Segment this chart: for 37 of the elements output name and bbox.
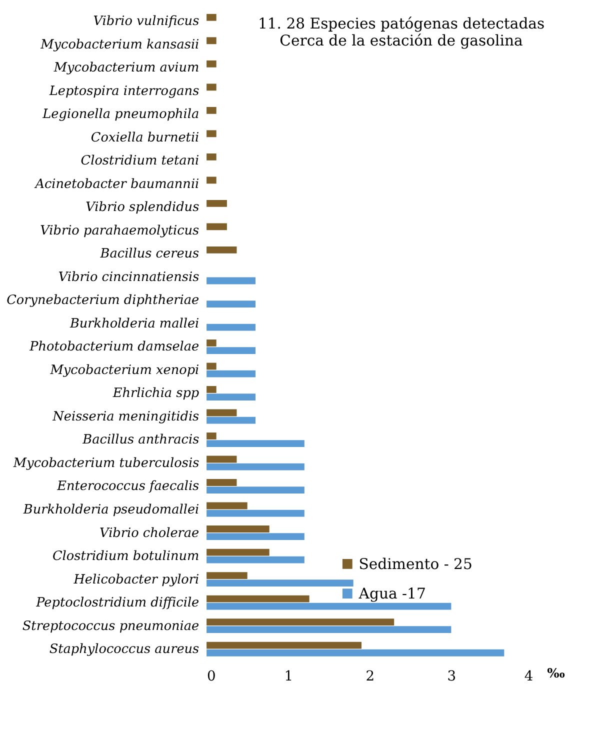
y-tick-label: Clostridium tetani: [80, 154, 200, 169]
x-tick-label: 3: [447, 668, 456, 685]
y-tick-label: Mycobacterium avium: [52, 60, 200, 76]
y-tick-label: Vibrio parahaemolyticus: [40, 223, 200, 238]
x-tick-label: 1: [284, 668, 294, 685]
y-tick-label: Leptospira interrogans: [48, 84, 200, 99]
y-tick-label: Vibrio vulnificus: [93, 14, 200, 30]
legend-label: Sedimento - 25: [358, 556, 472, 573]
y-tick-label: Photobacterium damselae: [28, 340, 200, 355]
y-tick-label: Ehrlichia spp: [112, 386, 200, 402]
text: 11. 28 Especies patógenas detectadas Cerca de la estación de gasolina: [258, 16, 545, 50]
x-axis-title: ‰: [547, 666, 566, 682]
y-tick-label: Corynebacterium diphtheriae: [6, 293, 200, 308]
x-tick-label: 2: [366, 668, 375, 685]
y-tick-label: Enterococcus faecalis: [56, 479, 200, 494]
x-tick-label: 0: [207, 668, 216, 685]
y-tick-label: Mycobacterium tuberculosis: [12, 456, 200, 471]
y-tick-label: Streptococcus pneumoniae: [22, 618, 200, 634]
y-tick-label: Vibrio cincinnatiensis: [58, 270, 200, 285]
y-tick-label: Mycobacterium xenopi: [49, 362, 200, 378]
y-tick-label: Acinetobacter baumannii: [34, 176, 200, 192]
legend-label: Agua -17: [358, 586, 426, 603]
y-tick-label: Mycobacterium kansasii: [40, 37, 200, 52]
y-tick-label: Bacillus anthracis: [82, 432, 200, 448]
y-tick-label: Bacillus cereus: [99, 246, 200, 262]
y-tick-label: Peptoclostridium difficile: [35, 596, 200, 611]
y-tick-label: Neisseria meningitidis: [52, 409, 200, 424]
y-tick-label: Staphylococcus aureus: [49, 642, 200, 658]
y-tick-label: Helicobacter pylori: [72, 572, 200, 588]
y-tick-label: Vibrio cholerae: [100, 526, 200, 541]
y-tick-label: Legionella pneumophila: [42, 107, 200, 122]
x-tick-label: 4: [524, 668, 534, 685]
y-tick-label: Burkholderia pseudomallei: [22, 502, 200, 518]
y-tick-label: Clostridium botulinum: [52, 549, 200, 564]
y-tick-label: Vibrio splendidus: [86, 200, 200, 216]
y-tick-label: Burkholderia mallei: [68, 316, 200, 332]
y-tick-label: Coxiella burnetii: [90, 130, 200, 146]
